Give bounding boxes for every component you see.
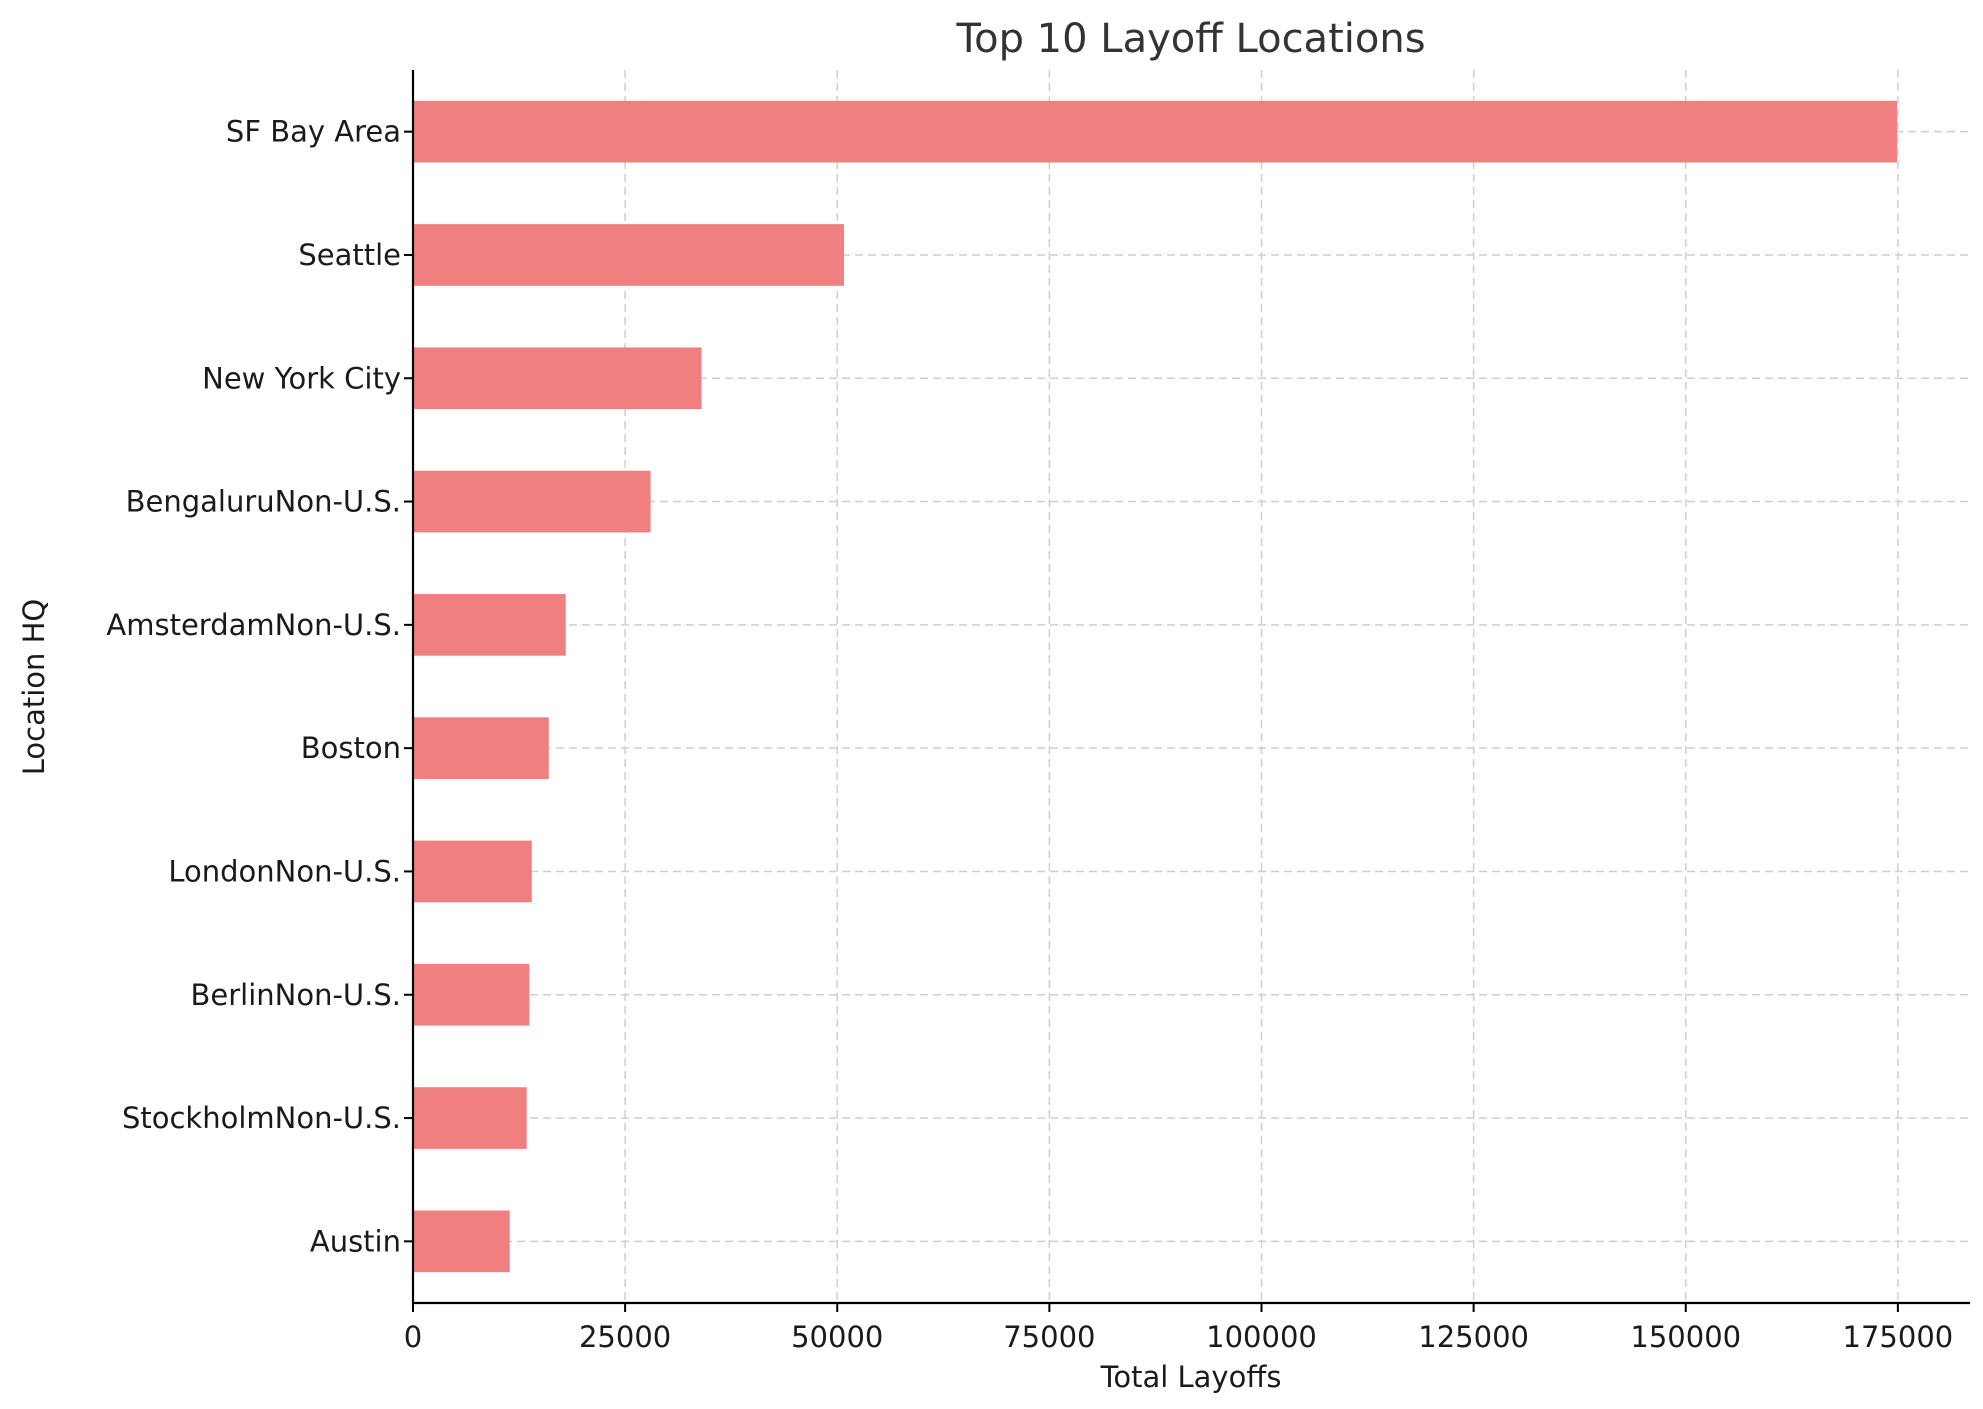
bar (413, 1210, 510, 1273)
chart-title: Top 10 Layoff Locations (955, 16, 1425, 62)
x-tick-label: 50000 (791, 1320, 883, 1354)
x-tick-label: 125000 (1418, 1320, 1529, 1354)
x-tick-label: 0 (404, 1320, 422, 1354)
x-axis-label: Total Layoffs (1100, 1360, 1282, 1394)
x-tick-label: 100000 (1206, 1320, 1317, 1354)
x-tick-label: 75000 (1003, 1320, 1095, 1354)
bar (413, 100, 1898, 163)
y-tick-label: StockholmNon-U.S. (122, 1101, 401, 1135)
y-tick-label: Austin (310, 1224, 401, 1258)
y-tick-label: New York City (202, 361, 401, 395)
x-tick-label: 175000 (1843, 1320, 1954, 1354)
bar (413, 840, 532, 903)
y-tick-label: BengaluruNon-U.S. (126, 485, 401, 519)
bar (413, 594, 566, 656)
bar (413, 347, 702, 410)
axes (411, 70, 1970, 1305)
x-ticks: 0 25000 50000 75000 100000 125000 150000 175000 (404, 1303, 1953, 1354)
y-ticks: SF Bay Area Seattle New York City Bengaluru… (106, 115, 413, 1258)
bar (413, 1087, 527, 1149)
bar (413, 470, 651, 533)
y-tick-label: SF Bay Area (226, 115, 401, 149)
y-tick-label: AmsterdamNon-U.S. (106, 608, 401, 642)
x-tick-label: 25000 (579, 1320, 671, 1354)
y-tick-label: LondonNon-U.S. (168, 854, 401, 888)
bar (413, 717, 549, 779)
grid-lines (412, 70, 1970, 1303)
bar (413, 963, 530, 1026)
x-tick-label: 150000 (1630, 1320, 1741, 1354)
y-tick-label: Seattle (298, 238, 401, 272)
y-tick-label: Boston (301, 731, 401, 765)
bars (413, 100, 1898, 1273)
y-axis-label: Location HQ (17, 599, 51, 776)
y-tick-label: BerlinNon-U.S. (190, 978, 401, 1012)
bar (413, 224, 845, 286)
